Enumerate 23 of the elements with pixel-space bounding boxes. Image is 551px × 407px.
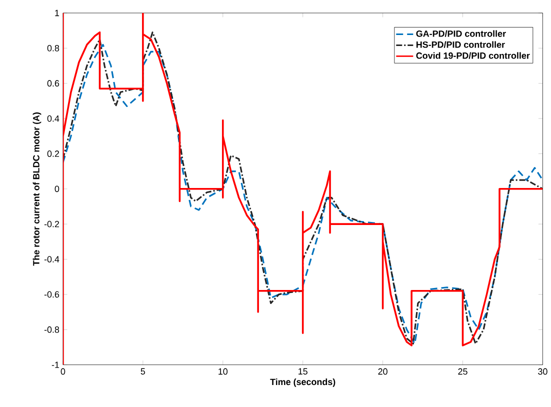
legend-label: HS-PD/PID controller bbox=[416, 41, 505, 48]
legend-label: Covid 19-PD/PID controller bbox=[416, 52, 530, 59]
x-tick-label: 0 bbox=[60, 368, 66, 375]
y-tick-label: 0.8 bbox=[47, 45, 60, 52]
x-tick-label: 20 bbox=[378, 368, 388, 375]
x-axis-title: Time (seconds) bbox=[270, 378, 336, 387]
y-tick-label: -0.6 bbox=[44, 291, 60, 298]
x-tick-label: 15 bbox=[298, 368, 308, 375]
y-tick-label: -0.8 bbox=[44, 326, 60, 333]
y-tick-label: 0.6 bbox=[47, 80, 60, 87]
x-tick-label: 10 bbox=[218, 368, 228, 375]
x-tick-label: 30 bbox=[538, 368, 548, 375]
y-axis-title: The rotor current of BLDC motor (A) bbox=[32, 112, 42, 266]
y-tick-label: -1 bbox=[52, 362, 60, 368]
legend-label: GA-PD/PID controller bbox=[416, 30, 506, 38]
x-tick-label: 25 bbox=[458, 368, 468, 375]
y-tick-label: 0.4 bbox=[47, 115, 60, 122]
y-tick-label: 0.2 bbox=[47, 150, 59, 157]
x-tick-label: 5 bbox=[140, 368, 146, 375]
y-tick-label: 0 bbox=[54, 186, 60, 192]
y-tick-label: -0.2 bbox=[44, 221, 59, 228]
y-tick-label: 1 bbox=[55, 10, 60, 16]
y-tick-label: -0.4 bbox=[44, 256, 60, 263]
